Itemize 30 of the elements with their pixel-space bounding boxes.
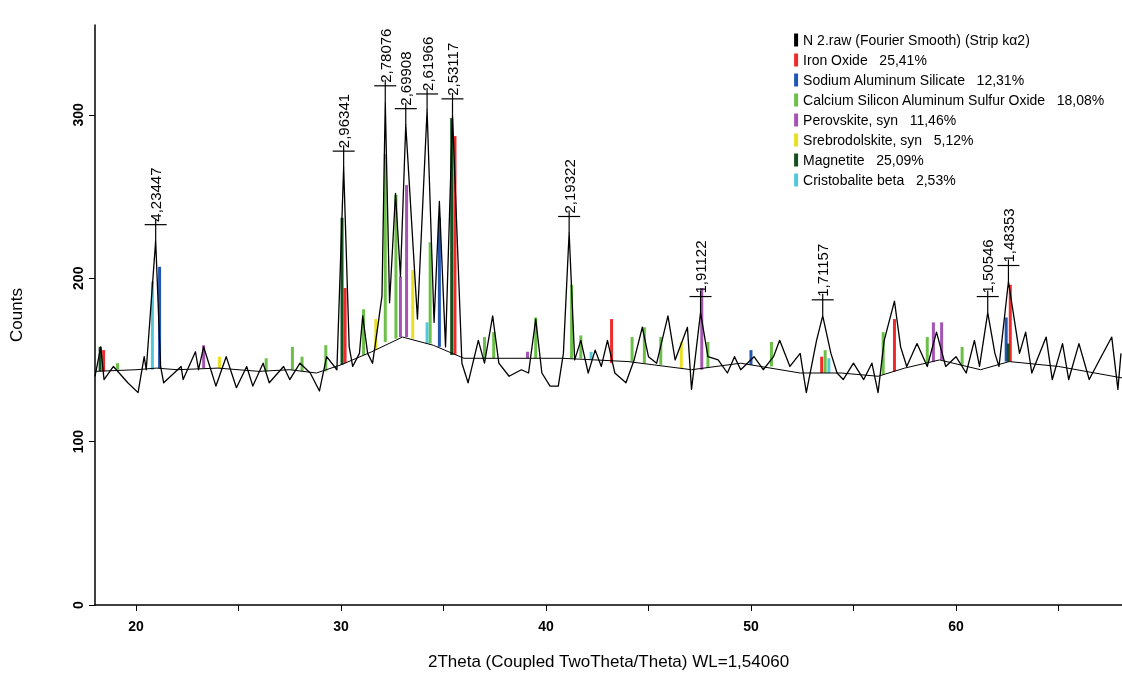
annotation: 2,96341	[335, 93, 353, 149]
annotation: 2,53117	[444, 42, 461, 96]
x-tick-label: 20	[128, 618, 144, 634]
legend-label: Cristobalite beta 2,53%	[803, 172, 956, 188]
annotation: 1,48353	[999, 208, 1017, 263]
x-tick-label: 30	[333, 618, 349, 634]
legend-label: N 2.raw (Fourier Smooth) (Strip kα2)	[803, 32, 1030, 48]
x-axis-title: 2Theta (Coupled TwoTheta/Theta) WL=1,54060	[427, 652, 790, 671]
legend-label: Srebrodolskite, syn 5,12%	[803, 132, 974, 148]
legend-label: Calcium Silicon Aluminum Sulfur Oxide 18,08%	[803, 92, 1105, 108]
x-tick-label: 40	[538, 618, 554, 634]
y-axis-title: Counts	[7, 288, 26, 342]
annotation: 2,78076	[376, 28, 394, 83]
x-tick-label: 60	[948, 618, 964, 634]
legend-label: Sodium Aluminum Silicate 12,31%	[803, 72, 1025, 88]
legend-label: Iron Oxide 25,41%	[803, 52, 927, 68]
annotation: 1,71157	[814, 243, 832, 297]
legend-label: Magnetite 25,09%	[803, 152, 924, 168]
y-tick-label: 100	[70, 429, 86, 454]
annotation: 1,50546	[979, 239, 997, 294]
y-tick-label: 0	[70, 600, 86, 609]
annotation: 4,23447	[147, 167, 165, 222]
y-tick-label: 300	[70, 102, 86, 127]
legend-label: Perovskite, syn 11,46%	[803, 112, 957, 128]
annotation: 2,69908	[397, 51, 415, 106]
annotation: 1,91122	[692, 240, 710, 294]
annotation: 2,19322	[560, 159, 578, 214]
y-tick-label: 200	[70, 266, 86, 290]
x-tick-label: 50	[743, 618, 759, 634]
annotation: 2,61966	[418, 36, 436, 91]
